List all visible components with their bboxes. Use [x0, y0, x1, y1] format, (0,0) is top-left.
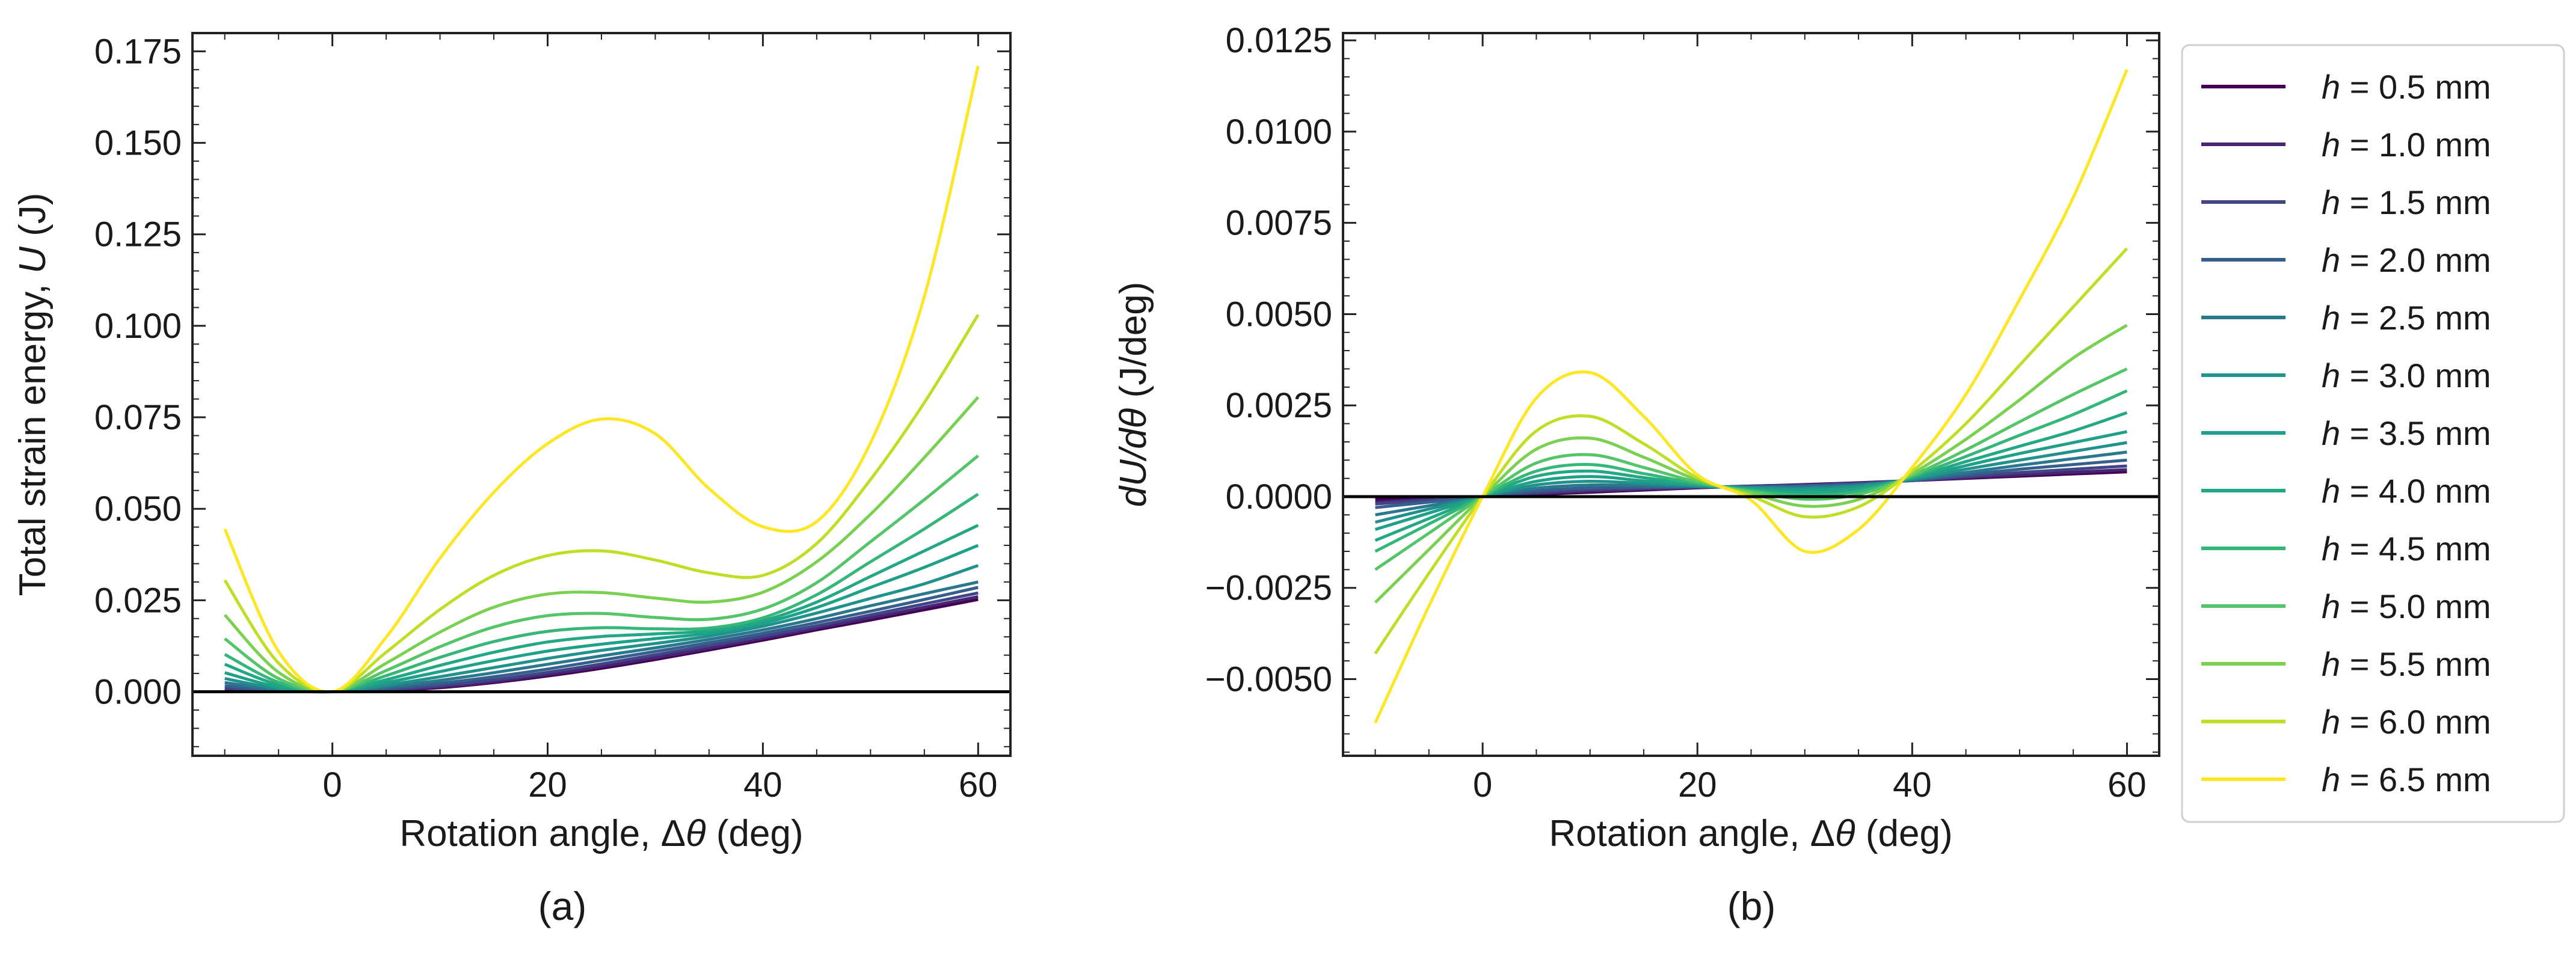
legend-label: h = 3.0 mm — [2322, 357, 2491, 394]
panel-b-series-line — [1374, 323, 2128, 604]
panel-a-x-tick-label: 40 — [743, 765, 782, 804]
panel-b-y-tick-label: 0.0000 — [1226, 477, 1332, 516]
panel-a-y-tick-label: 0.175 — [94, 32, 182, 71]
panel-a-y-tick-label: 0.025 — [94, 581, 182, 620]
panel-b-y-tick-label: 0.0075 — [1226, 204, 1332, 243]
panel-a-chart: 0.000 0.025 0.050 0.075 0.100 0.125 0.150 0.175… — [12, 32, 1012, 928]
panel-b-series-line — [1374, 69, 2129, 724]
panel-a-plot-frame — [191, 32, 1012, 757]
panel-b-y-tick-label: −0.0050 — [1205, 660, 1332, 699]
panel-b-y-axis-label: dU/dθ (J/deg) — [1113, 282, 1154, 507]
panel-b-chart: −0.0050 −0.0025 0.0000 0.0025 0.0050 0.0075 0.… — [1113, 21, 2160, 928]
legend: h = 0.5 mm h = 1.0 mm h = 1.5 mm h = 2.0 mm… — [2181, 44, 2565, 823]
panel-b-plot-frame — [1342, 32, 2160, 757]
legend-label: h = 6.0 mm — [2322, 703, 2491, 741]
panel-b-x-tick-label: 20 — [1678, 765, 1717, 804]
panel-b-label: (b) — [1727, 884, 1776, 928]
panel-a-series-line — [224, 586, 979, 694]
panel-b-y-tick-label: 0.0050 — [1226, 295, 1332, 334]
panel-a-y-tick-label: 0.150 — [94, 124, 182, 163]
legend-label: h = 2.0 mm — [2322, 241, 2491, 279]
panel-b-x-tick-label: 40 — [1893, 765, 1932, 804]
legend-entries: h = 0.5 mm h = 1.0 mm h = 1.5 mm h = 2.0 mm… — [2201, 68, 2491, 798]
legend-label: h = 4.0 mm — [2322, 472, 2491, 510]
panel-a-y-tick-label: 0.050 — [94, 489, 182, 529]
legend-label: h = 1.0 mm — [2322, 126, 2491, 164]
panel-a-y-tick-label: 0.000 — [94, 672, 182, 711]
panel-b-y-tick-label: 0.0125 — [1226, 21, 1332, 60]
legend-label: h = 4.5 mm — [2322, 530, 2491, 568]
panel-a-y-tick-label: 0.075 — [94, 398, 182, 437]
panel-a-y-axis-label: Total strain energy, U (J) — [12, 193, 54, 596]
panel-b-series-group — [1343, 69, 2159, 724]
legend-label: h = 5.5 mm — [2322, 645, 2491, 683]
panel-b-y-tick-label: −0.0025 — [1205, 569, 1332, 608]
panel-a-x-tick-label: 0 — [322, 765, 342, 804]
panel-b-y-tick-label: 0.0100 — [1226, 112, 1332, 152]
panel-a-x-tick-label: 60 — [959, 765, 998, 804]
panel-a-x-axis-label: Rotation angle, Δθ (deg) — [399, 813, 803, 854]
panel-b-y-tick-label: 0.0025 — [1226, 386, 1332, 425]
panel-a-label: (a) — [538, 884, 587, 928]
legend-label: h = 3.5 mm — [2322, 414, 2491, 452]
panel-a-ticks: 0.000 0.025 0.050 0.075 0.100 0.125 0.150 0.175… — [94, 32, 1010, 804]
panel-b-x-axis-label: Rotation angle, Δθ (deg) — [1549, 813, 1952, 854]
legend-label: h = 6.5 mm — [2322, 761, 2491, 798]
legend-label: h = 5.0 mm — [2322, 587, 2491, 625]
panel-a-y-tick-label: 0.125 — [94, 215, 182, 254]
panel-a-series-line — [223, 66, 980, 694]
panel-a-y-tick-label: 0.100 — [94, 307, 182, 346]
panel-b-x-tick-label: 0 — [1473, 765, 1492, 804]
legend-label: h = 1.5 mm — [2322, 183, 2491, 221]
panel-b-x-tick-label: 60 — [2107, 765, 2147, 804]
legend-label: h = 0.5 mm — [2322, 68, 2491, 106]
panel-a-x-tick-label: 20 — [528, 765, 567, 804]
panel-b-series-line — [1374, 367, 2128, 571]
panel-b-ticks: −0.0050 −0.0025 0.0000 0.0025 0.0050 0.0075 0.… — [1205, 21, 2159, 804]
legend-box — [2181, 44, 2565, 823]
panel-a-series-group — [192, 66, 1010, 694]
legend-label: h = 2.5 mm — [2322, 299, 2491, 337]
